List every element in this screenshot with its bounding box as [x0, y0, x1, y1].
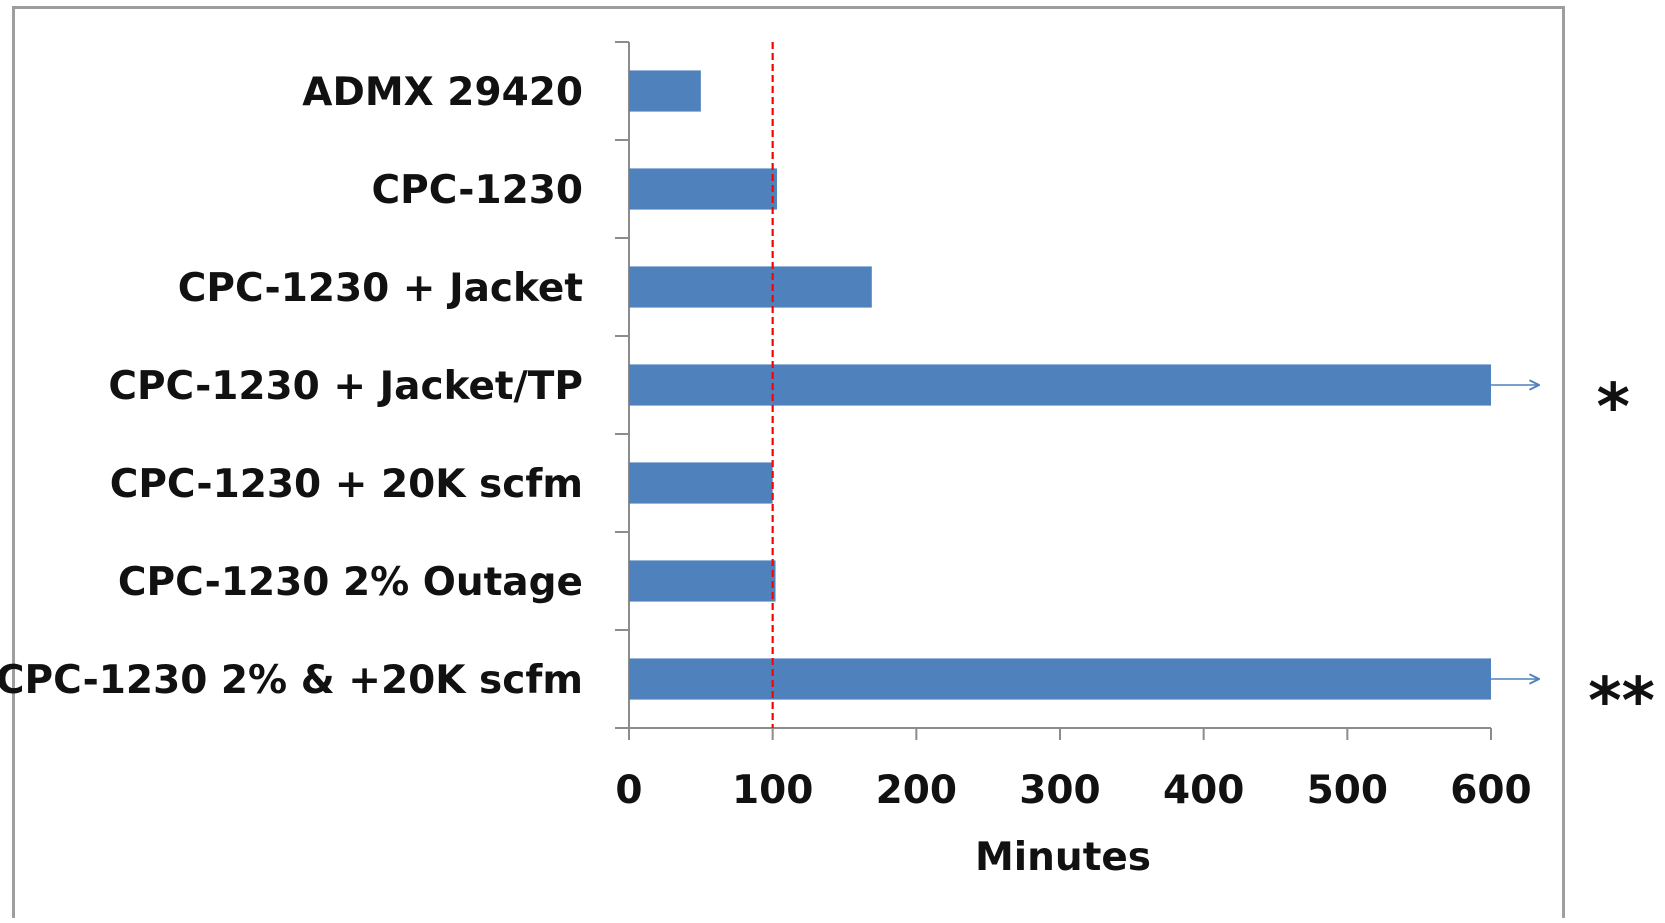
bar	[629, 168, 777, 210]
bar	[629, 364, 1491, 406]
annotation-marker: *	[1597, 371, 1630, 445]
category-label: CPC-1230 + Jacket/TP	[108, 364, 583, 409]
bar	[629, 658, 1491, 700]
x-tick-label: 200	[876, 768, 957, 813]
category-label: CPC-1230	[372, 168, 583, 213]
category-label: CPC-1230 2% Outage	[118, 560, 583, 605]
x-tick-label: 100	[732, 768, 813, 813]
x-tick-label: 400	[1163, 768, 1244, 813]
chart-frame	[12, 6, 1565, 918]
x-tick-label: 600	[1450, 768, 1531, 813]
bar	[629, 560, 776, 602]
x-tick-label: 300	[1019, 768, 1100, 813]
bar	[629, 462, 773, 504]
labels: 0 100 200 300 400 500 600 ADMX 29420 CPC-1230 CPC…	[0, 70, 1655, 813]
bar	[629, 266, 872, 308]
bars	[629, 70, 1539, 700]
annotation-marker: **	[1588, 665, 1655, 739]
bar	[629, 70, 701, 112]
category-label: CPC-1230 + Jacket	[178, 266, 583, 311]
category-label: CPC-1230 2% & +20K scfm	[0, 658, 583, 703]
category-label: ADMX 29420	[302, 70, 583, 115]
x-tick-label: 500	[1307, 768, 1388, 813]
x-tick-label: 0	[615, 768, 642, 813]
x-axis-title: Minutes	[975, 835, 1151, 880]
category-label: CPC-1230 + 20K scfm	[110, 462, 583, 507]
